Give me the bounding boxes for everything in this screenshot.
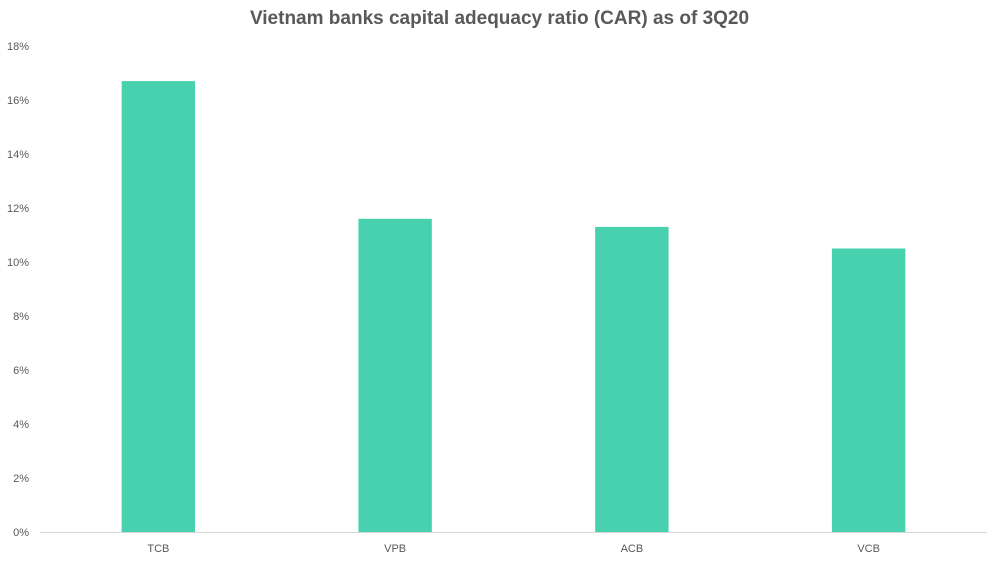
y-tick-label: 8%: [13, 311, 29, 323]
bar-tcb: [121, 81, 196, 532]
x-tick-label: VPB: [384, 543, 406, 555]
bar-vcb: [831, 248, 906, 532]
bar-vpb: [358, 218, 432, 533]
y-tick-label: 10%: [7, 257, 29, 269]
x-tick-label: ACB: [621, 543, 644, 555]
bar-acb: [595, 226, 669, 532]
y-tick-label: 12%: [7, 203, 29, 215]
y-tick-label: 14%: [7, 149, 29, 161]
y-tick-label: 0%: [13, 527, 29, 539]
y-tick-label: 2%: [13, 473, 29, 485]
y-tick-label: 6%: [13, 365, 29, 377]
chart-title: Vietnam banks capital adequacy ratio (CA…: [249, 8, 750, 29]
y-tick-label: 4%: [13, 419, 29, 431]
x-tick-label: VCB: [857, 543, 880, 555]
y-tick-label: 16%: [7, 95, 29, 107]
x-tick-label: TCB: [147, 543, 169, 555]
y-tick-label: 18%: [7, 41, 29, 53]
